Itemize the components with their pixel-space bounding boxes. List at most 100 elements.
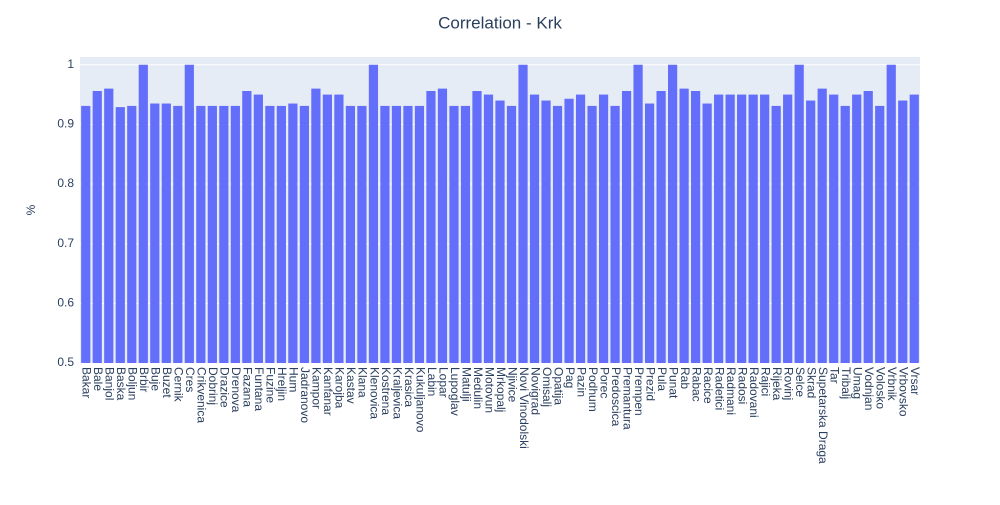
bar bbox=[357, 105, 367, 363]
bar bbox=[691, 91, 701, 363]
bar bbox=[621, 91, 632, 363]
bar bbox=[403, 105, 413, 363]
bar bbox=[506, 105, 517, 363]
x-tick-label: Bakar bbox=[80, 367, 94, 398]
x-tick-label: Karojba bbox=[333, 367, 347, 409]
bar bbox=[288, 103, 298, 364]
x-tick-label: Boljun bbox=[126, 367, 140, 400]
x-tick-label: Cernik bbox=[172, 367, 186, 403]
bar bbox=[127, 105, 137, 363]
bar bbox=[472, 91, 482, 363]
bar bbox=[104, 88, 114, 363]
x-tick-label: Kostrena bbox=[379, 367, 393, 415]
x-tick-label: Umag bbox=[851, 367, 865, 399]
x-tick-label: Kanfanar bbox=[321, 367, 335, 416]
x-tick-label: Pazin bbox=[574, 367, 588, 397]
x-tick-label: Kampor bbox=[310, 367, 324, 409]
bar bbox=[161, 103, 171, 364]
bar bbox=[426, 91, 436, 363]
x-tick-label: Hreljin bbox=[275, 367, 289, 401]
bar bbox=[495, 100, 505, 364]
x-tick-label: Matulji bbox=[459, 367, 473, 402]
x-tick-label: Vrsar bbox=[908, 367, 922, 395]
x-tick-label: Vrbnik bbox=[885, 367, 899, 402]
x-tick-label: Baska bbox=[114, 367, 128, 401]
y-tick-label: 0.9 bbox=[57, 117, 74, 131]
bar bbox=[173, 105, 183, 363]
x-tick-label: Brbir bbox=[137, 367, 151, 392]
bar bbox=[322, 94, 332, 363]
bar bbox=[898, 100, 908, 364]
x-tick-label: Supetarska Draga bbox=[816, 367, 830, 464]
x-tick-label: Lupoglav bbox=[448, 367, 462, 416]
bar bbox=[92, 91, 102, 363]
bar bbox=[391, 105, 402, 363]
bar bbox=[909, 94, 919, 363]
x-tick-label: Racice bbox=[701, 367, 715, 404]
x-tick-label: Funtana bbox=[252, 367, 266, 411]
x-tick-label: Rovinj bbox=[781, 367, 795, 400]
bar bbox=[150, 103, 160, 364]
y-tick-label: 0.6 bbox=[57, 296, 74, 310]
x-tick-label: Podhum bbox=[586, 367, 600, 412]
bar bbox=[138, 64, 148, 363]
x-tick-label: Labin bbox=[425, 367, 439, 396]
bar bbox=[610, 105, 620, 363]
x-tick-label: Pag bbox=[563, 367, 577, 388]
x-tick-label: Cres bbox=[183, 367, 197, 392]
x-tick-label: Motovun bbox=[482, 367, 496, 413]
bar bbox=[334, 94, 344, 363]
x-tick-label: Opatija bbox=[551, 367, 565, 405]
bar bbox=[518, 64, 528, 363]
bar bbox=[529, 94, 540, 363]
x-tick-label: Jadranovo bbox=[298, 367, 312, 423]
bar bbox=[863, 91, 873, 363]
x-tick-label: Klenovica bbox=[367, 367, 381, 419]
x-tick-label: Skrad bbox=[805, 367, 819, 398]
x-tick-label: Tribalj bbox=[839, 367, 853, 399]
x-tick-label: Porec bbox=[597, 367, 611, 398]
bar bbox=[184, 64, 194, 363]
bar bbox=[483, 94, 494, 363]
bar bbox=[656, 91, 666, 363]
x-tick-label: Radosi bbox=[735, 367, 749, 404]
x-tick-label: Banjol bbox=[103, 367, 117, 400]
bar bbox=[852, 94, 862, 363]
x-tick-label: Medulin bbox=[471, 367, 485, 409]
bar bbox=[633, 64, 643, 363]
x-tick-label: Premantura bbox=[620, 367, 634, 430]
x-tick-label: Fuzine bbox=[264, 367, 278, 403]
bar bbox=[679, 88, 689, 363]
x-tick-label: Klana bbox=[356, 367, 370, 398]
bar bbox=[817, 88, 827, 363]
bar bbox=[265, 105, 275, 363]
x-tick-label: Crikvenica bbox=[195, 367, 209, 423]
bar bbox=[414, 105, 425, 363]
bar bbox=[644, 103, 655, 364]
x-tick-label: Pula bbox=[655, 367, 669, 391]
x-tick-label: Drenova bbox=[229, 367, 243, 413]
x-tick-label: Radovani bbox=[747, 367, 761, 418]
x-tick-label: Hum bbox=[287, 367, 301, 392]
bar bbox=[702, 103, 712, 364]
bar bbox=[196, 105, 206, 363]
bar bbox=[714, 94, 724, 363]
bar bbox=[575, 94, 586, 363]
bar bbox=[748, 94, 758, 363]
bar bbox=[725, 94, 735, 363]
y-axis-title: % bbox=[24, 204, 38, 215]
bar bbox=[771, 105, 781, 363]
x-tick-label: Dobrinj bbox=[206, 367, 220, 405]
x-tick-label: Vodnjan bbox=[862, 367, 876, 410]
bar bbox=[207, 105, 217, 363]
x-tick-label: Rabac bbox=[689, 367, 703, 402]
x-tick-label: Novigrad bbox=[528, 367, 542, 415]
bar bbox=[829, 94, 839, 363]
bar bbox=[299, 105, 309, 363]
y-tick-label: 0.8 bbox=[57, 176, 74, 190]
x-tick-label: Vrbovsko bbox=[897, 367, 911, 417]
bar bbox=[81, 105, 91, 363]
chart-title: Correlation - Krk bbox=[438, 13, 562, 32]
x-tick-label: Rijeka bbox=[770, 367, 784, 401]
